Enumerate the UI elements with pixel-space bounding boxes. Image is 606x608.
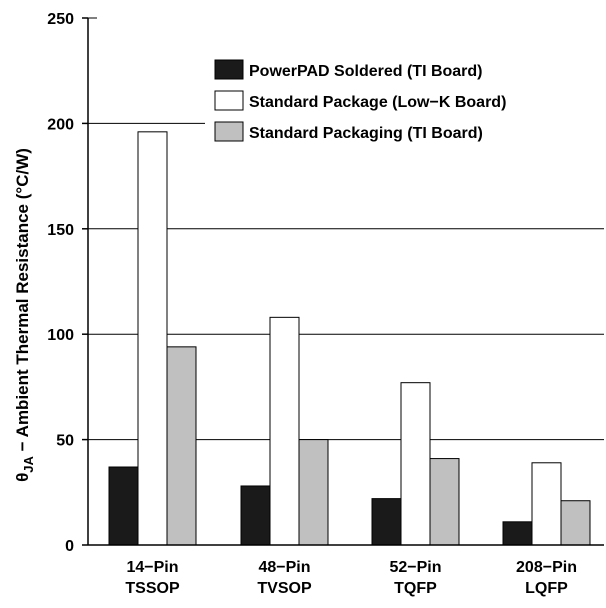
- y-axis-label-text: − Ambient Thermal Resistance (°C/W): [13, 148, 32, 456]
- y-tick-label-200: 200: [47, 116, 74, 133]
- bar-3-2: [298, 439, 329, 546]
- y-tick-label-150: 150: [47, 222, 74, 239]
- legend: PowerPAD Soldered (TI Board) Standard Pac…: [214, 59, 506, 142]
- x-category-labels: 14−Pin TSSOP 48−Pin TVSOP 52−Pin TQFP 208−Pin L…: [125, 559, 577, 597]
- y-tick-label-100: 100: [47, 327, 74, 344]
- bar-2-2: [269, 316, 300, 546]
- bar-3-1: [166, 346, 197, 546]
- y-axis-label-symbol: θ: [13, 473, 32, 482]
- category-label-3-line-2: TQFP: [394, 580, 437, 597]
- y-tick-label-0: 0: [65, 538, 74, 555]
- bar-1-4: [502, 521, 533, 546]
- category-label-4-line-2: LQFP: [525, 580, 568, 597]
- y-axis-label-subscript: JA: [21, 455, 36, 472]
- legend-swatch-3: [214, 121, 244, 142]
- category-label-4-line-1: 208−Pin: [516, 559, 577, 576]
- bar-3-4: [560, 500, 591, 546]
- bars: [108, 131, 591, 546]
- bar-2-4: [531, 462, 562, 546]
- y-axis-label: θJA − Ambient Thermal Resistance (°C/W): [13, 148, 36, 482]
- y-tick-label-250: 250: [47, 11, 74, 28]
- bar-1-3: [371, 498, 402, 546]
- y-tick-labels: 0 50 100 150 200 250: [47, 11, 88, 555]
- bar-3-3: [429, 458, 460, 546]
- axes: [87, 18, 604, 546]
- legend-swatch-2: [214, 90, 244, 111]
- category-label-1-line-1: 14−Pin: [126, 559, 178, 576]
- category-label-3-line-1: 52−Pin: [389, 559, 441, 576]
- bar-2-3: [400, 382, 431, 546]
- bar-2-1: [137, 131, 168, 546]
- category-label-1-line-2: TSSOP: [125, 580, 180, 597]
- legend-label-1: PowerPAD Soldered (TI Board): [249, 63, 483, 80]
- bar-1-2: [240, 485, 271, 546]
- bar-1-1: [108, 466, 139, 546]
- legend-label-3: Standard Packaging (TI Board): [249, 125, 483, 142]
- category-label-2-line-2: TVSOP: [257, 580, 312, 597]
- y-tick-label-50: 50: [56, 433, 74, 450]
- legend-swatch-1: [214, 59, 244, 80]
- category-label-2-line-1: 48−Pin: [258, 559, 310, 576]
- legend-label-2: Standard Package (Low−K Board): [249, 94, 506, 111]
